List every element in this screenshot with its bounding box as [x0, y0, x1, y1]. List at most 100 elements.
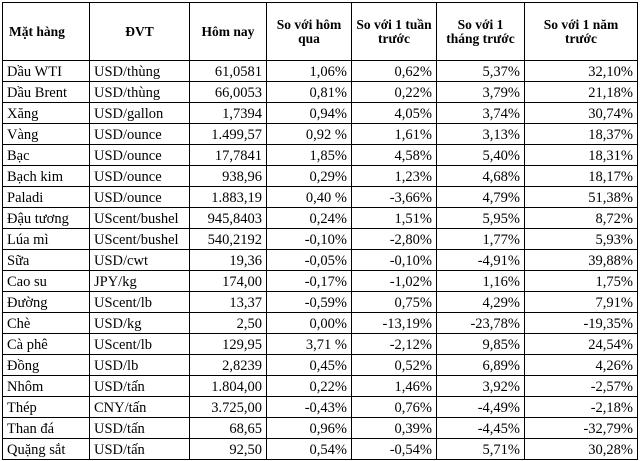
cell-vs-year: 8,72% [524, 207, 638, 229]
cell-unit: UScent/bushel [89, 207, 190, 229]
cell-vs-year: 30,28% [524, 438, 638, 460]
cell-vs-month: 5,40% [436, 144, 525, 166]
cell-vs-month: 5,95% [436, 207, 525, 229]
cell-vs-month: 3,92% [436, 375, 525, 397]
cell-today: 1.883,19 [189, 186, 267, 208]
cell-today: 66,0053 [189, 81, 267, 103]
table-header: Mặt hàng ĐVT Hôm nay So với hôm qua So v… [2, 2, 638, 61]
table-body: Dầu WTI USD/thùng 61,0581 1,06% 0,62% 5,37% 32… [2, 60, 638, 460]
cell-vs-year: -2,57% [524, 375, 638, 397]
table-row: Chè USD/kg 2,50 0,00% -13,19% -23,78% -19,35% [2, 312, 638, 334]
cell-unit: USD/lb [89, 354, 190, 376]
table-row: Bạc USD/ounce 17,7841 1,85% 4,58% 5,40% 18,31% [2, 144, 638, 166]
cell-unit: JPY/kg [89, 270, 190, 292]
cell-vs-month: 4,68% [436, 165, 525, 187]
cell-vs-year: 24,54% [524, 333, 638, 355]
cell-vs-week: -1,02% [351, 270, 437, 292]
cell-vs-year: -19,35% [524, 312, 638, 334]
cell-vs-year: 7,91% [524, 291, 638, 313]
header-today: Hôm nay [189, 2, 267, 61]
cell-vs-yesterday: 0,92 % [266, 123, 352, 145]
cell-unit: USD/ounce [89, 144, 190, 166]
cell-today: 13,37 [189, 291, 267, 313]
cell-vs-year: 51,38% [524, 186, 638, 208]
table-row: Vàng USD/ounce 1.499,57 0,92 % 1,61% 3,13% 18,… [2, 123, 638, 145]
header-item: Mặt hàng [2, 2, 90, 61]
cell-today: 17,7841 [189, 144, 267, 166]
cell-vs-yesterday: 0,81% [266, 81, 352, 103]
cell-vs-week: 0,76% [351, 396, 437, 418]
cell-vs-year: 4,26% [524, 354, 638, 376]
cell-item: Quặng sắt [2, 438, 90, 460]
cell-vs-month: -4,91% [436, 249, 525, 271]
header-row: Mặt hàng ĐVT Hôm nay So với hôm qua So v… [2, 2, 638, 61]
cell-vs-yesterday: 0,29% [266, 165, 352, 187]
cell-unit: USD/thùng [89, 81, 190, 103]
cell-vs-yesterday: 0,22% [266, 375, 352, 397]
cell-unit: UScent/bushel [89, 228, 190, 250]
cell-vs-week: 1,61% [351, 123, 437, 145]
cell-today: 945,8403 [189, 207, 267, 229]
cell-item: Đường [2, 291, 90, 313]
cell-item: Lúa mì [2, 228, 90, 250]
cell-vs-week: -0,10% [351, 249, 437, 271]
header-vs-week: So với 1 tuần trước [351, 2, 437, 61]
cell-vs-yesterday: -0,10% [266, 228, 352, 250]
cell-vs-yesterday: -0,17% [266, 270, 352, 292]
cell-item: Vàng [2, 123, 90, 145]
cell-unit: USD/kg [89, 312, 190, 334]
cell-item: Bạc [2, 144, 90, 166]
cell-vs-year: -32,79% [524, 417, 638, 439]
cell-vs-yesterday: 0,40 % [266, 186, 352, 208]
table-row: Cà phê UScent/lb 129,95 3,71 % -2,12% 9,85% 24… [2, 333, 638, 355]
cell-vs-month: 3,13% [436, 123, 525, 145]
cell-vs-week: 1,23% [351, 165, 437, 187]
cell-vs-month: 4,79% [436, 186, 525, 208]
cell-vs-month: 1,16% [436, 270, 525, 292]
cell-item: Xăng [2, 102, 90, 124]
cell-vs-week: 0,75% [351, 291, 437, 313]
cell-unit: USD/ounce [89, 186, 190, 208]
cell-vs-week: 4,05% [351, 102, 437, 124]
table-row: Đường UScent/lb 13,37 -0,59% 0,75% 4,29% 7,91% [2, 291, 638, 313]
cell-today: 938,96 [189, 165, 267, 187]
cell-item: Than đá [2, 417, 90, 439]
cell-vs-yesterday: 0,45% [266, 354, 352, 376]
cell-vs-yesterday: 0,96% [266, 417, 352, 439]
cell-vs-week: 1,51% [351, 207, 437, 229]
cell-item: Chè [2, 312, 90, 334]
cell-vs-month: 1,77% [436, 228, 525, 250]
cell-today: 19,36 [189, 249, 267, 271]
cell-item: Đồng [2, 354, 90, 376]
table-row: Quặng sắt USD/tấn 92,50 0,54% -0,54% 5,71% 30,… [2, 438, 638, 460]
cell-vs-month: -4,45% [436, 417, 525, 439]
header-vs-year: So với 1 năm trước [524, 2, 638, 61]
cell-vs-yesterday: -0,43% [266, 396, 352, 418]
table-row: Dầu Brent USD/thùng 66,0053 0,81% 0,22% 3,79%… [2, 81, 638, 103]
table-row: Dầu WTI USD/thùng 61,0581 1,06% 0,62% 5,37% 32… [2, 60, 638, 82]
cell-item: Cao su [2, 270, 90, 292]
cell-today: 174,00 [189, 270, 267, 292]
table-row: Sữa USD/cwt 19,36 -0,05% -0,10% -4,91% 39,88% [2, 249, 638, 271]
table-row: Cao su JPY/kg 174,00 -0,17% -1,02% 1,16% 1,75% [2, 270, 638, 292]
cell-item: Dầu Brent [2, 81, 90, 103]
cell-unit: USD/tấn [89, 375, 190, 397]
cell-today: 2,8239 [189, 354, 267, 376]
cell-vs-week: 0,62% [351, 60, 437, 82]
table-row: Đậu tương UScent/bushel 945,8403 0,24% 1,51%… [2, 207, 638, 229]
cell-vs-month: 3,74% [436, 102, 525, 124]
cell-vs-week: -2,12% [351, 333, 437, 355]
cell-today: 1,7394 [189, 102, 267, 124]
cell-unit: CNY/tấn [89, 396, 190, 418]
cell-item: Nhôm [2, 375, 90, 397]
cell-vs-year: 39,88% [524, 249, 638, 271]
header-vs-yesterday: So với hôm qua [266, 2, 352, 61]
cell-vs-yesterday: 3,71 % [266, 333, 352, 355]
cell-vs-week: 4,58% [351, 144, 437, 166]
cell-vs-year: 21,18% [524, 81, 638, 103]
cell-unit: UScent/lb [89, 333, 190, 355]
header-vs-month: So với 1 tháng trước [436, 2, 525, 61]
cell-item: Thép [2, 396, 90, 418]
cell-vs-year: 18,37% [524, 123, 638, 145]
